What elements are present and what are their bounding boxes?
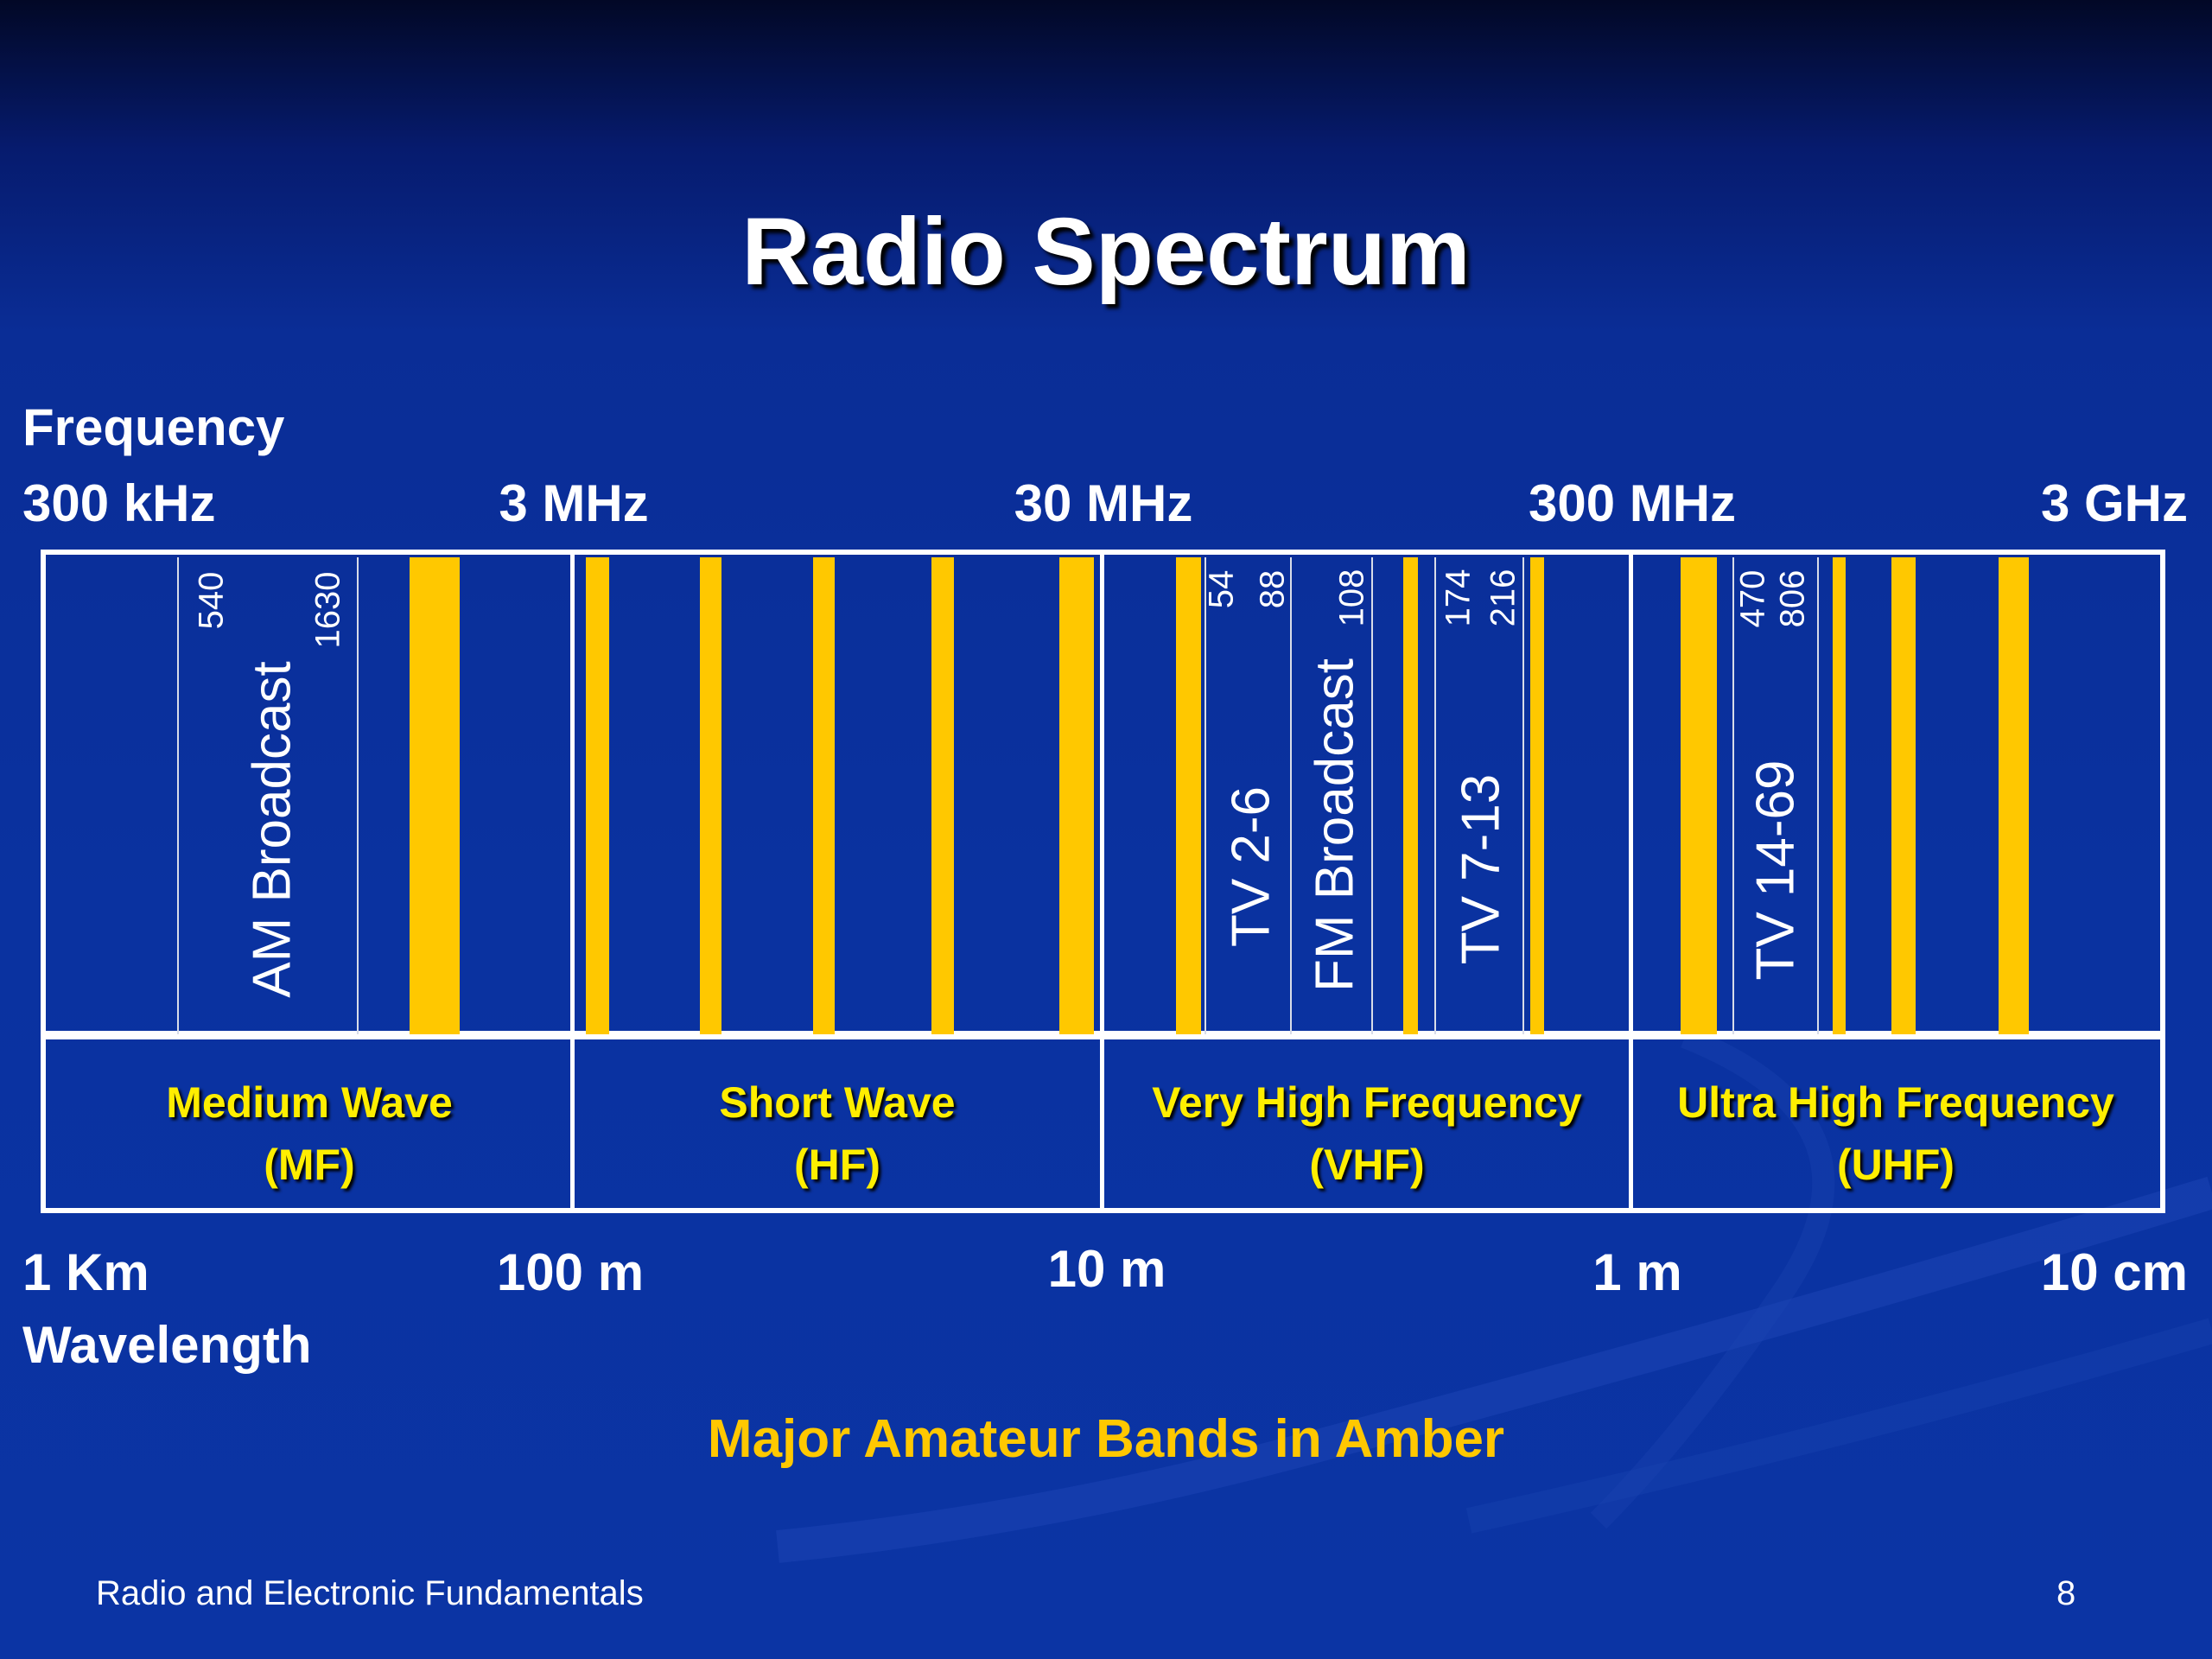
wavelength-label: Wavelength xyxy=(22,1316,312,1374)
amateur-band-33cm xyxy=(1833,557,1846,1034)
freq-tick-300khz: 300 kHz xyxy=(22,474,216,532)
amateur-band-80m xyxy=(586,557,609,1034)
wavelength-tick-10cm: 10 cm xyxy=(2040,1243,2188,1301)
am-broadcast-end-line xyxy=(357,557,359,1034)
am-broadcast-start-freq: 540 xyxy=(192,571,231,630)
tv-7-13-start-line xyxy=(1434,557,1436,1034)
region-medium-wave: Medium Wave (MF) xyxy=(45,1071,574,1196)
tv-2-6-start-freq: 54 xyxy=(1202,569,1241,609)
divider-3mhz xyxy=(570,550,575,1213)
freq-tick-3mhz: 3 MHz xyxy=(499,474,649,532)
footer-page-number: 8 xyxy=(2056,1574,2076,1612)
tv-2-6-end-freq: 88 xyxy=(1253,569,1292,609)
am-broadcast-end-freq: 1630 xyxy=(308,571,347,649)
region-short-wave-name: Short Wave xyxy=(719,1078,956,1127)
wavelength-tick-100m: 100 m xyxy=(496,1243,645,1301)
footer-course-title: Radio and Electronic Fundamentals xyxy=(96,1574,644,1612)
amateur-band-40m xyxy=(700,557,721,1034)
fm-broadcast-label: FM Broadcast xyxy=(1305,658,1365,992)
region-short-wave-abbr: (HF) xyxy=(794,1141,880,1189)
tv-7-13-start-freq: 174 xyxy=(1439,569,1478,627)
region-medium-wave-name: Medium Wave xyxy=(166,1078,453,1127)
divider-30mhz xyxy=(1100,550,1104,1213)
fm-broadcast-end-line xyxy=(1371,557,1373,1034)
amateur-bands-note: Major Amateur Bands in Amber xyxy=(707,1409,1505,1469)
tv-7-13-label: TV 7-13 xyxy=(1451,773,1511,965)
wavelength-tick-1m: 1 m xyxy=(1592,1243,1682,1301)
region-short-wave: Short Wave (HF) xyxy=(573,1071,1102,1196)
amateur-band-1-25m xyxy=(1530,557,1544,1034)
tv-7-13-end-freq: 216 xyxy=(1484,569,1522,627)
amateur-band-23cm xyxy=(1891,557,1916,1034)
region-vhf: Very High Frequency (VHF) xyxy=(1103,1071,1631,1196)
amateur-band-2m xyxy=(1403,557,1418,1034)
wavelength-tick-1km: 1 Km xyxy=(22,1243,149,1301)
amateur-band-6m xyxy=(1176,557,1201,1034)
freq-tick-30mhz: 30 MHz xyxy=(1014,474,1193,532)
freq-tick-300mhz: 300 MHz xyxy=(1528,474,1737,532)
tv-7-13-end-line xyxy=(1522,557,1524,1034)
tv-14-69-start-freq: 470 xyxy=(1733,569,1772,628)
am-broadcast-start-line xyxy=(177,557,179,1034)
tv-14-69-label: TV 14-69 xyxy=(1745,760,1806,981)
region-uhf-name: Ultra High Frequency xyxy=(1677,1078,2114,1127)
region-medium-wave-abbr: (MF) xyxy=(264,1141,355,1189)
amateur-band-13cm xyxy=(1999,557,2029,1034)
region-uhf: Ultra High Frequency (UHF) xyxy=(1631,1071,2160,1196)
fm-broadcast-end-freq: 108 xyxy=(1332,569,1371,627)
tv-14-69-end-freq: 806 xyxy=(1773,569,1812,628)
amateur-band-15m xyxy=(931,557,954,1034)
amateur-band-20m xyxy=(813,557,835,1034)
tv-2-6-end-line xyxy=(1290,557,1292,1034)
tv-14-69-end-line xyxy=(1817,557,1819,1034)
region-vhf-name: Very High Frequency xyxy=(1152,1078,1582,1127)
amateur-band-70cm xyxy=(1681,557,1717,1034)
region-uhf-abbr: (UHF) xyxy=(1836,1141,1955,1189)
frequency-label: Frequency xyxy=(22,398,285,456)
wavelength-tick-10m: 10 m xyxy=(1047,1240,1166,1298)
region-vhf-abbr: (VHF) xyxy=(1309,1141,1425,1189)
freq-tick-3ghz: 3 GHz xyxy=(2040,474,2188,532)
am-broadcast-label: AM Broadcast xyxy=(242,661,302,998)
amateur-band-160m xyxy=(410,557,460,1034)
amateur-band-10m xyxy=(1059,557,1094,1034)
slide-title: Radio Spectrum xyxy=(741,199,1471,305)
tv-14-69-start-line xyxy=(1732,557,1734,1034)
tv-2-6-start-line xyxy=(1205,557,1206,1034)
divider-300mhz xyxy=(1629,550,1633,1213)
tv-2-6-label: TV 2-6 xyxy=(1221,785,1281,948)
